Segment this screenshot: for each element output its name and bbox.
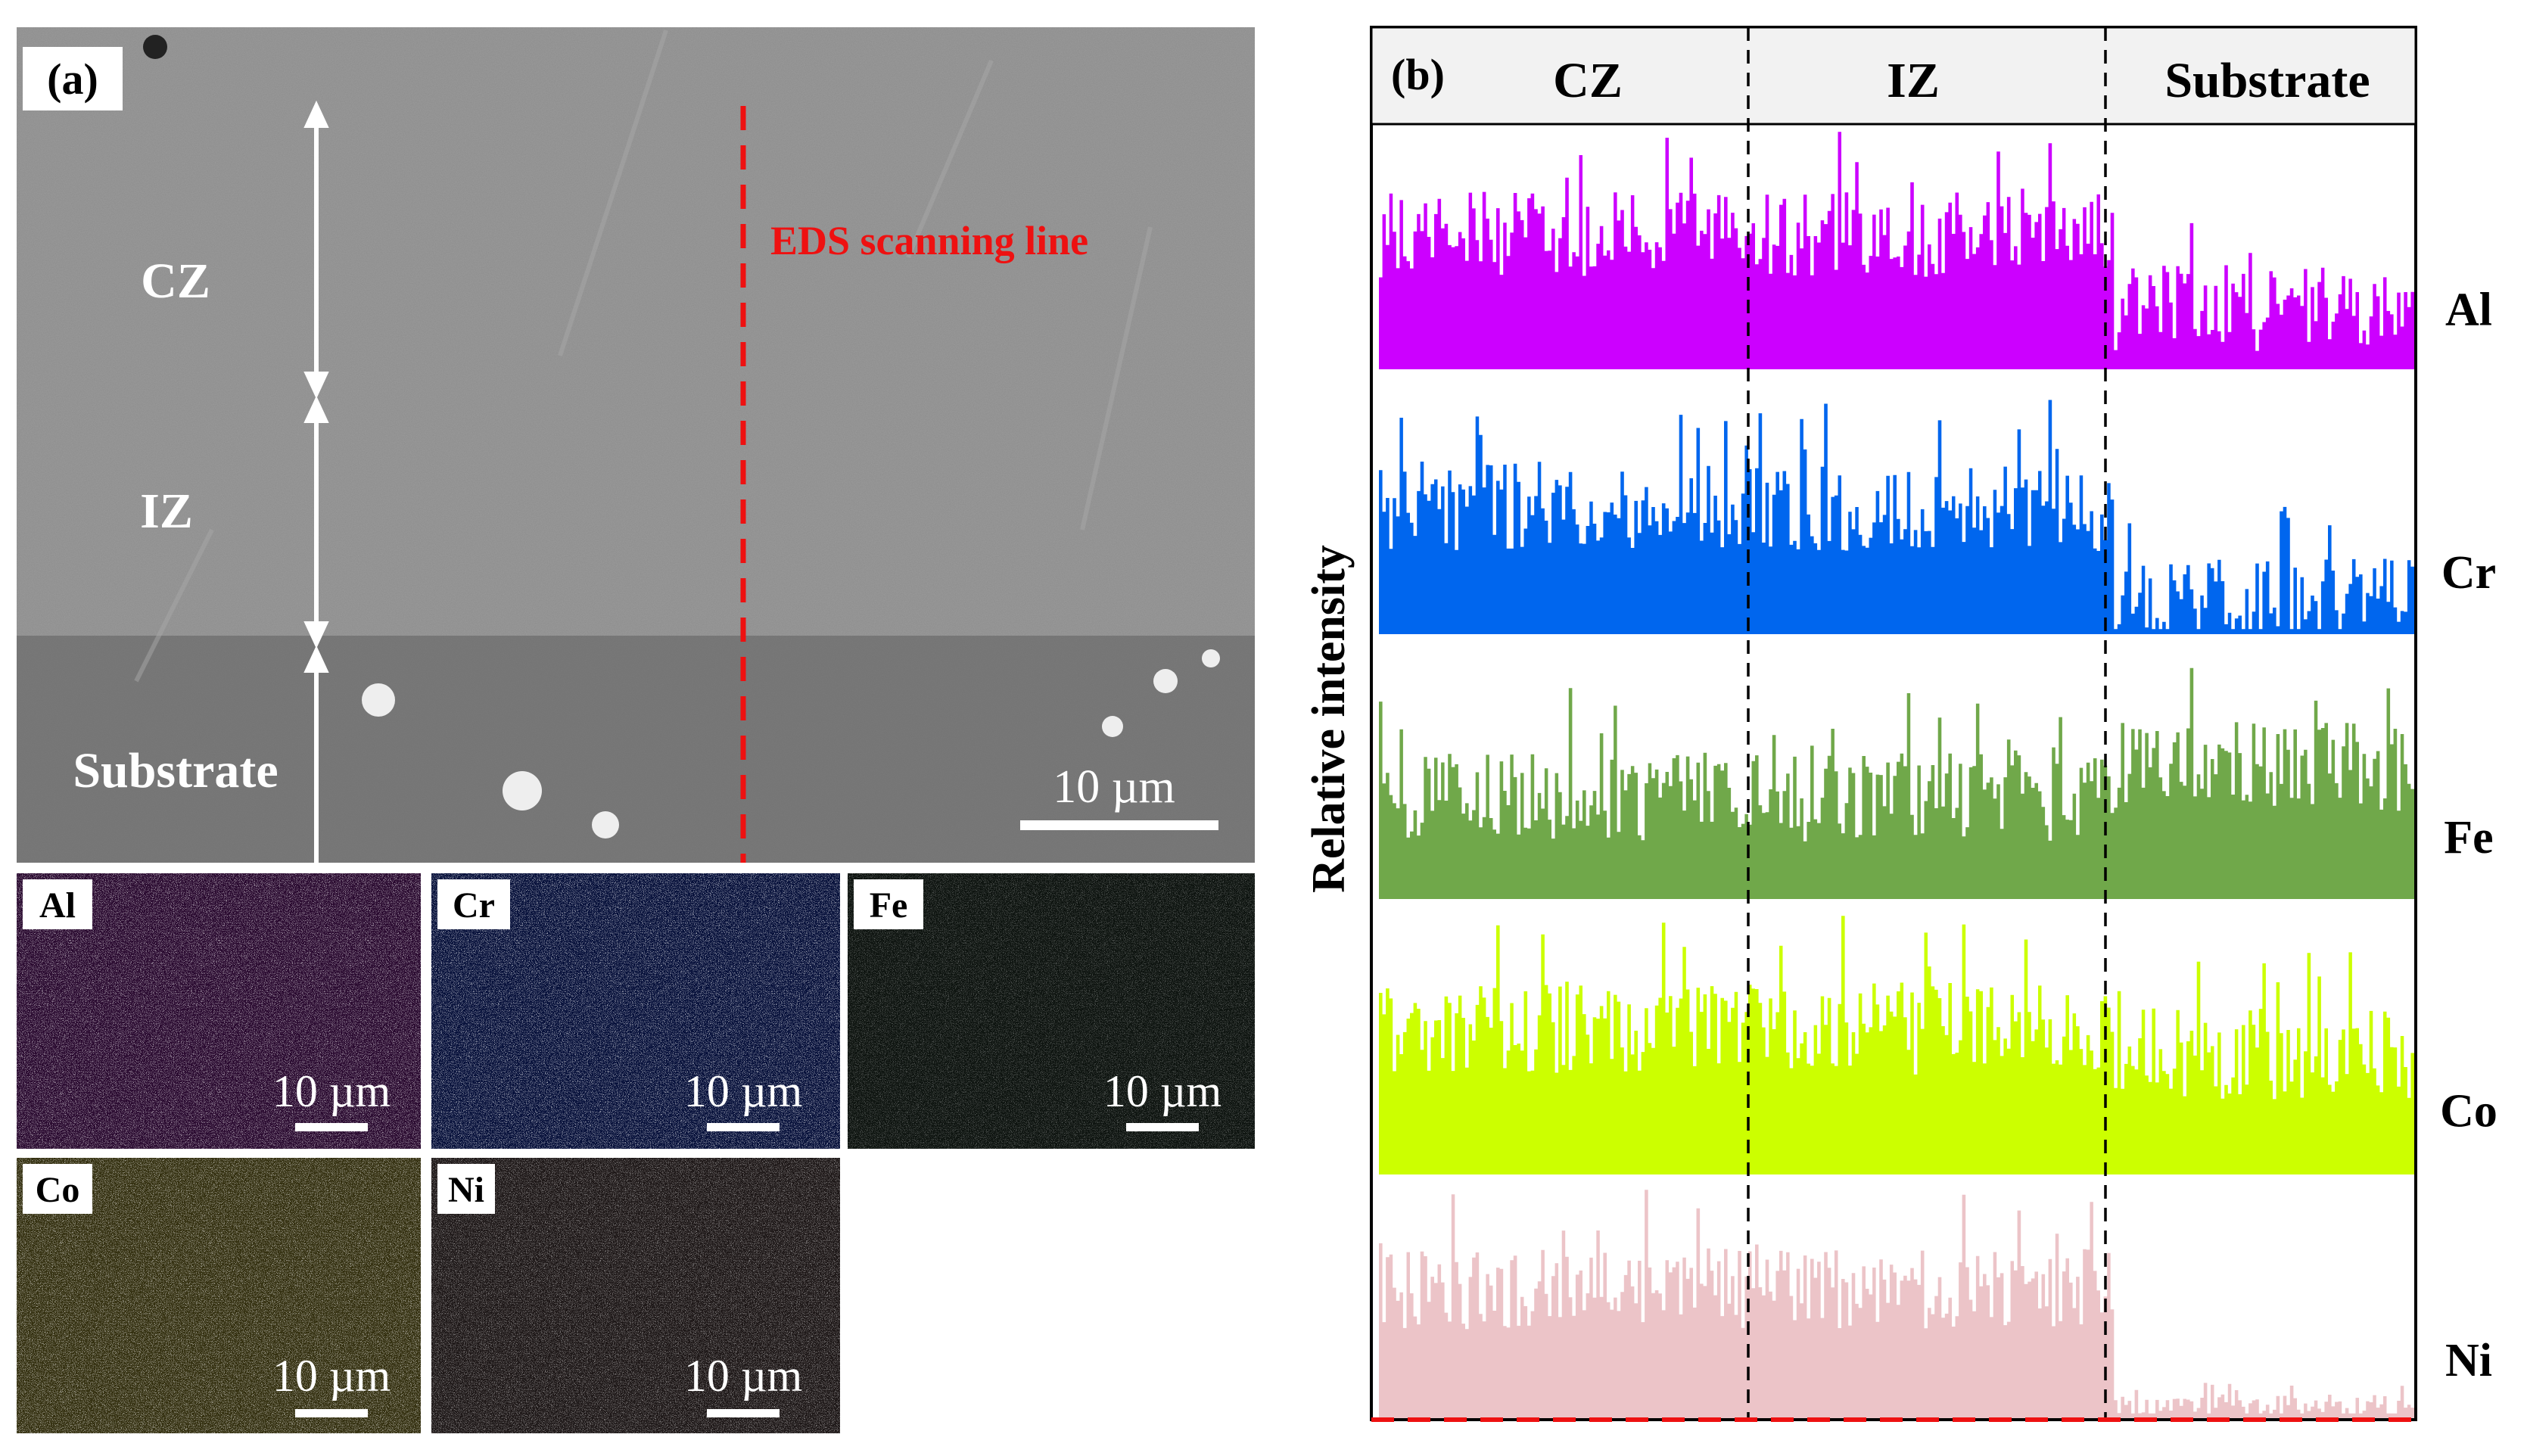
eds-map-label-ni: Ni — [448, 1170, 484, 1210]
region-header-iz: IZ — [1887, 53, 1940, 108]
panel-a: (a) CZ IZ Substrate EDS scanning line 10… — [17, 27, 1255, 863]
panel-b-label: (b) — [1391, 50, 1445, 99]
series-area-co — [1379, 916, 2414, 1174]
sem-streaks — [134, 30, 1153, 683]
zone-label-iz: IZ — [140, 484, 193, 539]
eds-maps: Al 10 µm Cr 10 µm Fe 10 µm Co — [17, 873, 1255, 1433]
eds-map-label-al: Al — [39, 885, 76, 926]
region-header-substrate: Substrate — [2164, 53, 2370, 108]
series-labels: Al Cr Fe Co Ni — [2440, 285, 2497, 1387]
series-label-al: Al — [2445, 285, 2492, 336]
panel-b: (b) CZ IZ Substrate Relative intensity A… — [1303, 26, 2497, 1422]
eds-map-scale-co: 10 µm — [272, 1351, 391, 1401]
eds-scan-line-label: EDS scanning line — [770, 218, 1088, 263]
eds-map-al: Al 10 µm — [17, 873, 421, 1149]
eds-map-scale-fe: 10 µm — [1103, 1066, 1221, 1116]
eds-map-co: Co 10 µm — [17, 1158, 421, 1433]
series-label-co: Co — [2440, 1086, 2497, 1137]
panel-a-label-box — [23, 47, 123, 110]
series-area-ni — [1379, 1190, 2414, 1418]
panel-a-label: (a) — [47, 54, 98, 104]
eds-map-scale-ni: 10 µm — [684, 1351, 802, 1401]
eds-map-fe: Fe 10 µm — [848, 873, 1255, 1149]
sem-pore — [143, 35, 167, 59]
sem-scale-label: 10 µm — [1053, 761, 1175, 813]
sem-particles — [362, 649, 1220, 838]
eds-map-label-cr: Cr — [453, 885, 495, 926]
series-area-cr — [1379, 400, 2414, 634]
zone-label-substrate: Substrate — [73, 743, 278, 798]
eds-map-label-fe: Fe — [870, 885, 908, 926]
series-label-fe: Fe — [2444, 812, 2493, 863]
eds-map-scale-al: 10 µm — [272, 1066, 391, 1116]
series-area-fe — [1379, 667, 2414, 899]
series-area-al — [1379, 132, 2414, 369]
eds-map-scale-cr: 10 µm — [684, 1066, 802, 1116]
series-layer — [1379, 132, 2414, 1418]
eds-map-cr: Cr 10 µm — [431, 873, 840, 1149]
zone-label-cz: CZ — [141, 254, 210, 309]
eds-map-label-co: Co — [36, 1170, 80, 1210]
panel-b-header — [1370, 26, 2417, 126]
zone-arrows — [303, 100, 329, 863]
y-axis-label: Relative intensity — [1303, 545, 1355, 893]
eds-map-ni: Ni 10 µm — [431, 1158, 840, 1433]
series-label-cr: Cr — [2441, 547, 2496, 599]
series-label-ni: Ni — [2445, 1335, 2492, 1386]
region-header-cz: CZ — [1553, 53, 1623, 108]
sem-scale-bar — [1020, 820, 1218, 830]
